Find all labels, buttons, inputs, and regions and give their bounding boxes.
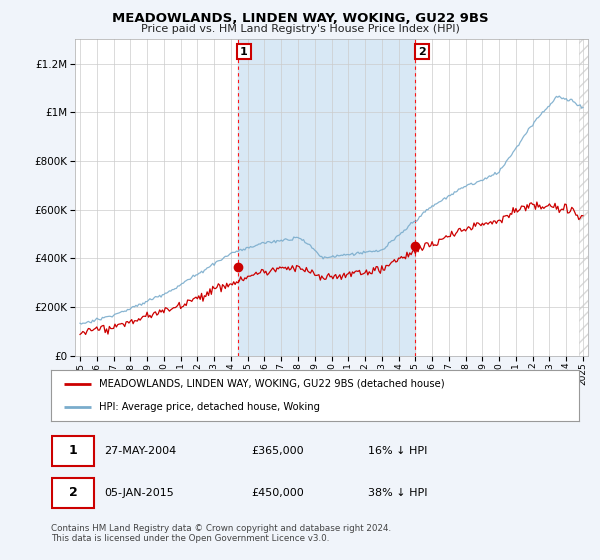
Text: HPI: Average price, detached house, Woking: HPI: Average price, detached house, Woki… bbox=[98, 402, 320, 412]
FancyBboxPatch shape bbox=[52, 436, 94, 466]
Text: 1: 1 bbox=[69, 444, 77, 458]
Text: 05-JAN-2015: 05-JAN-2015 bbox=[104, 488, 173, 498]
Text: 2: 2 bbox=[69, 487, 77, 500]
Text: £365,000: £365,000 bbox=[251, 446, 304, 456]
Bar bbox=[579, 39, 588, 356]
Text: 1: 1 bbox=[240, 46, 248, 57]
Text: £450,000: £450,000 bbox=[251, 488, 304, 498]
Text: 27-MAY-2004: 27-MAY-2004 bbox=[104, 446, 176, 456]
Text: Contains HM Land Registry data © Crown copyright and database right 2024.
This d: Contains HM Land Registry data © Crown c… bbox=[51, 524, 391, 543]
Text: 2: 2 bbox=[418, 46, 426, 57]
Text: Price paid vs. HM Land Registry's House Price Index (HPI): Price paid vs. HM Land Registry's House … bbox=[140, 24, 460, 34]
FancyBboxPatch shape bbox=[52, 478, 94, 508]
Bar bbox=[238, 39, 415, 356]
Text: MEADOWLANDS, LINDEN WAY, WOKING, GU22 9BS (detached house): MEADOWLANDS, LINDEN WAY, WOKING, GU22 9B… bbox=[98, 379, 444, 389]
Text: 38% ↓ HPI: 38% ↓ HPI bbox=[368, 488, 427, 498]
Text: MEADOWLANDS, LINDEN WAY, WOKING, GU22 9BS: MEADOWLANDS, LINDEN WAY, WOKING, GU22 9B… bbox=[112, 12, 488, 25]
Text: 16% ↓ HPI: 16% ↓ HPI bbox=[368, 446, 427, 456]
